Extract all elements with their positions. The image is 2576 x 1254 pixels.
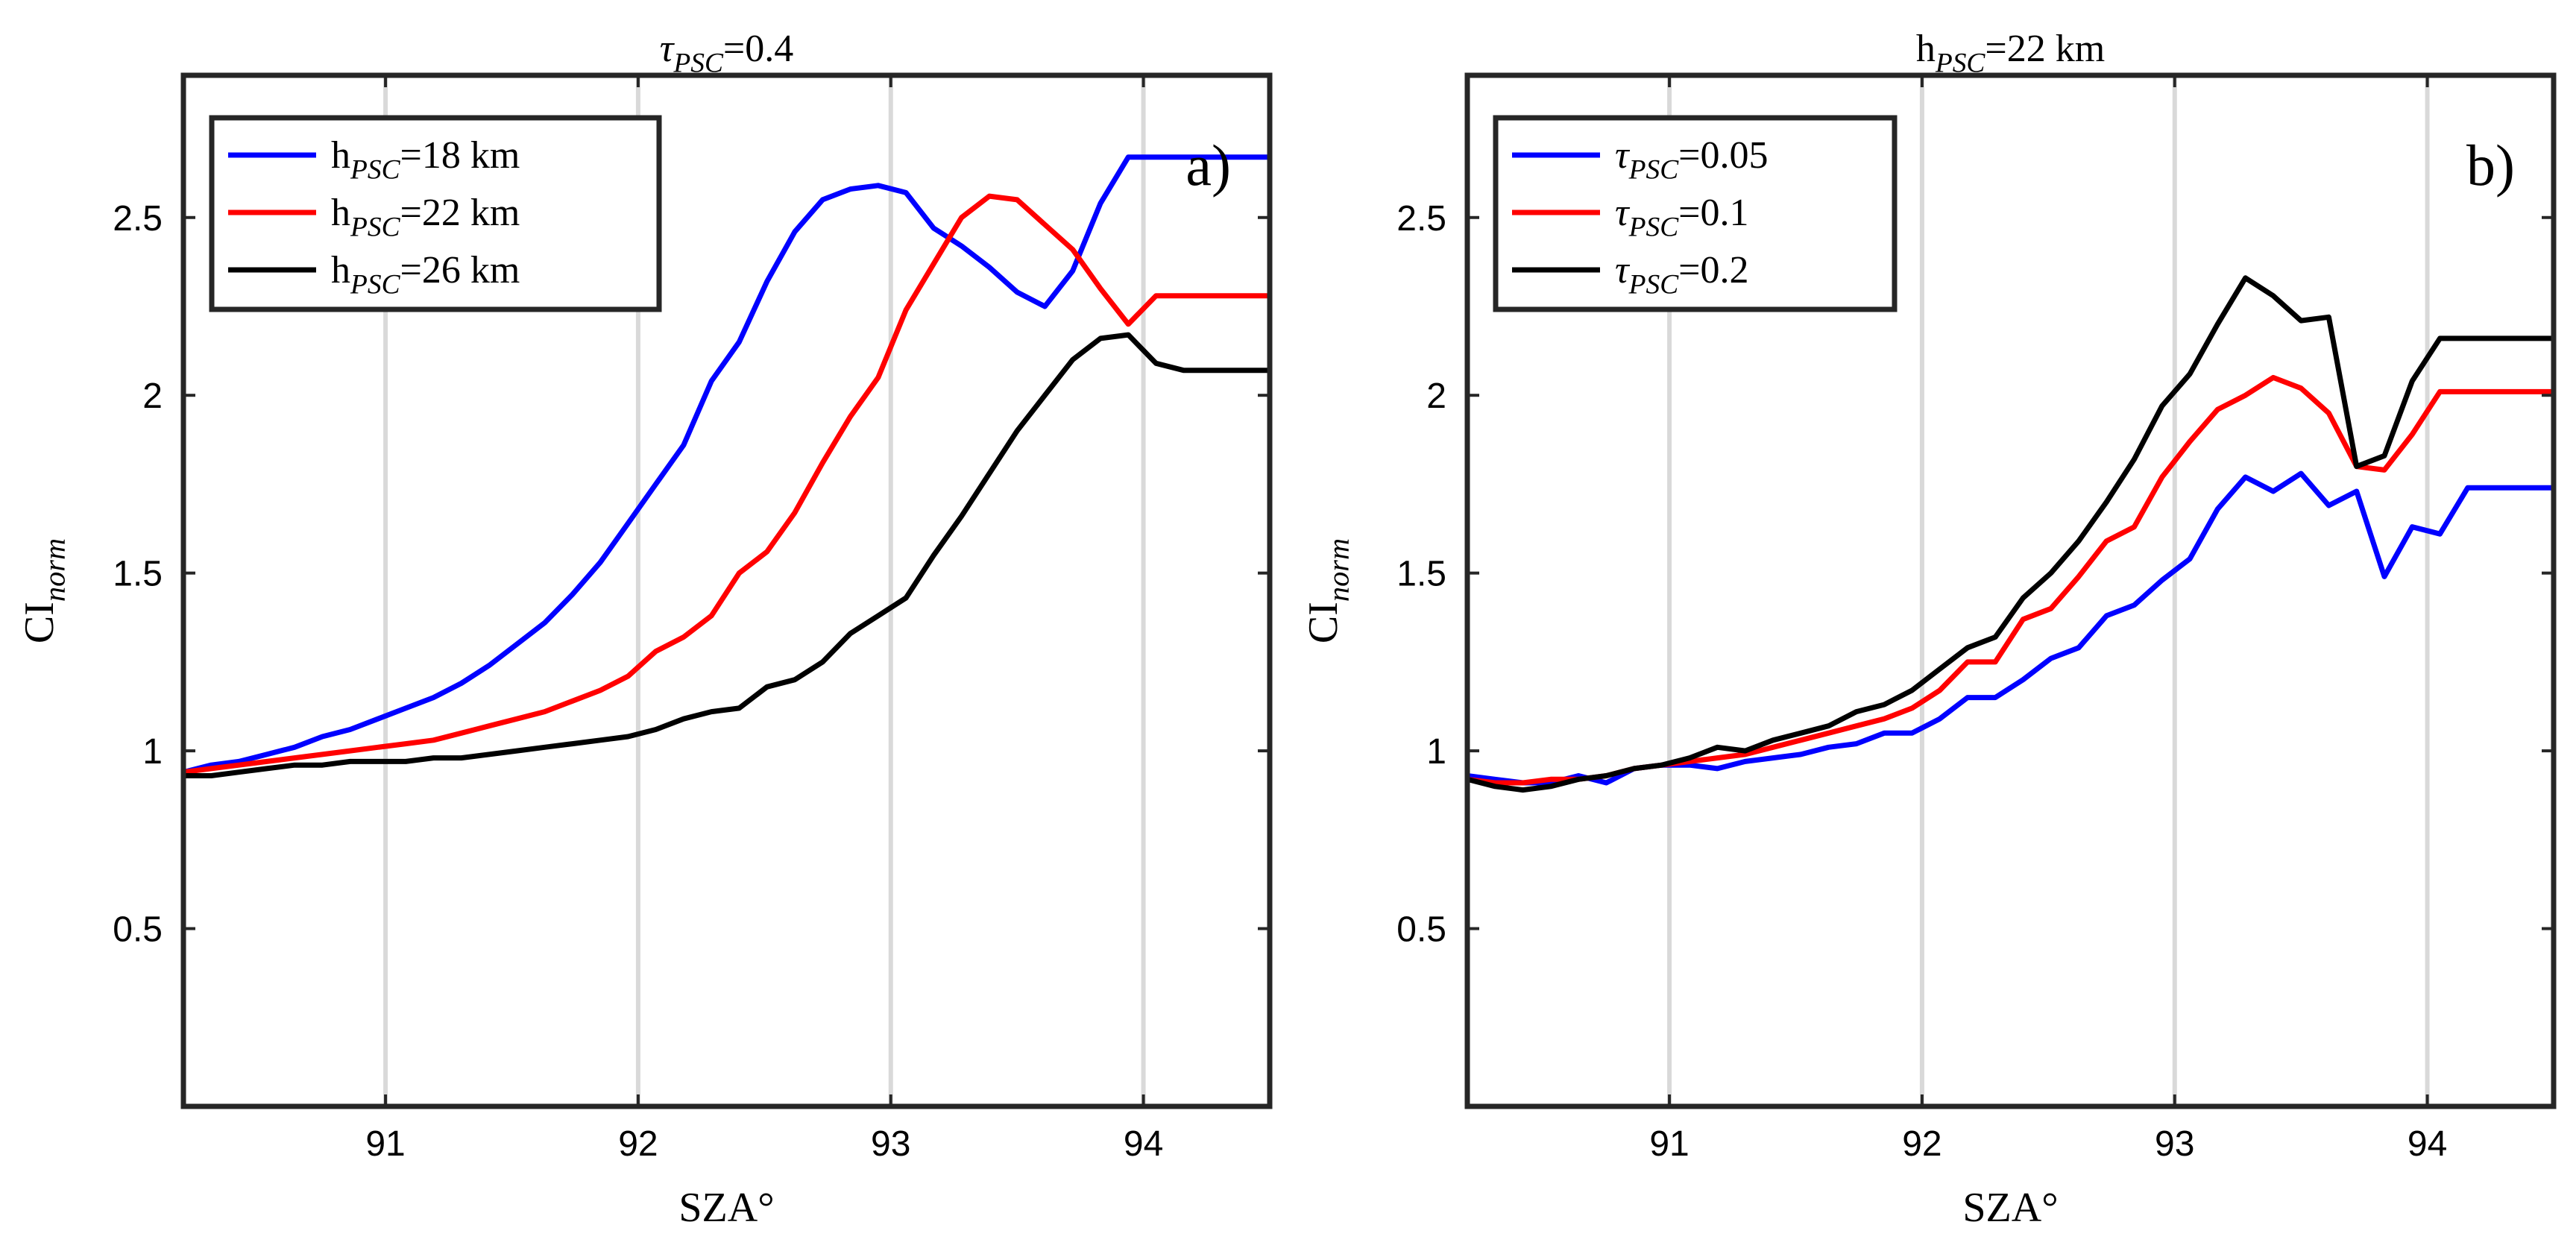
x-tick-label-94: 94 bbox=[2407, 1124, 2447, 1164]
chart-title-base: h bbox=[1916, 28, 1936, 70]
y-axis-label-sub: norm bbox=[38, 538, 72, 602]
x-axis-label: SZA° bbox=[678, 1185, 774, 1231]
x-tick-label-91: 91 bbox=[1649, 1124, 1689, 1164]
legend-entry-1-base: h bbox=[331, 134, 350, 177]
x-tick-label-92: 92 bbox=[1902, 1124, 1942, 1164]
legend-entry-3-tail: =0.2 bbox=[1678, 249, 1748, 292]
legend-entry-2: τPSC=0.1 bbox=[1615, 192, 1748, 243]
legend-entry-1-base: τ bbox=[1615, 134, 1631, 177]
legend-entry-2-tail: =22 km bbox=[400, 192, 520, 234]
legend-entry-1-sub: PSC bbox=[1628, 155, 1680, 186]
chart-title-base: τ bbox=[660, 28, 676, 70]
legend-entry-3: τPSC=0.2 bbox=[1615, 249, 1748, 300]
chart-title-tail: =0.4 bbox=[723, 28, 793, 70]
y-tick-label-2: 2 bbox=[1426, 376, 1446, 416]
axes-box bbox=[1464, 72, 2557, 1109]
chart-title-tail: =22 km bbox=[1985, 28, 2105, 70]
legend-entry-1: hPSC=18 km bbox=[331, 134, 520, 186]
panel-label: a) bbox=[1185, 133, 1231, 198]
y-tick-label-0.5: 0.5 bbox=[113, 910, 163, 950]
x-tick-label-91: 91 bbox=[365, 1124, 405, 1164]
legend-entry-3-base: τ bbox=[1615, 249, 1631, 292]
legend-entry-1: τPSC=0.05 bbox=[1615, 134, 1768, 186]
legend-entry-3-sub: PSC bbox=[1628, 270, 1680, 300]
legend-entry-1-tail: =18 km bbox=[400, 134, 520, 177]
x-tick-label-92: 92 bbox=[618, 1124, 658, 1164]
legend-entry-2-base: h bbox=[331, 192, 350, 234]
chart-title: hPSC=22 km bbox=[1916, 28, 2105, 79]
y-tick-label-2.5: 2.5 bbox=[113, 199, 163, 239]
legend-entry-2-tail: =0.1 bbox=[1678, 192, 1748, 234]
legend-entry-1-sub: PSC bbox=[350, 155, 401, 186]
y-axis-label-base: CI bbox=[16, 602, 63, 643]
y-tick-label-1: 1 bbox=[142, 732, 163, 772]
y-tick-label-2.5: 2.5 bbox=[1396, 199, 1446, 239]
axes-box bbox=[180, 72, 1273, 1109]
series-line-1 bbox=[183, 154, 1270, 775]
legend-entry-3-tail: =26 km bbox=[400, 249, 520, 292]
legend-entry-3: hPSC=26 km bbox=[331, 249, 520, 300]
legend-entry-3-base: h bbox=[331, 249, 350, 292]
y-tick-label-0.5: 0.5 bbox=[1396, 910, 1446, 950]
y-tick-label-1.5: 1.5 bbox=[113, 555, 163, 594]
y-tick-label-2: 2 bbox=[142, 376, 163, 416]
y-tick-label-1: 1 bbox=[1426, 732, 1446, 772]
series-line-3 bbox=[183, 332, 1270, 778]
series-line-2 bbox=[183, 193, 1270, 775]
legend-entry-3-sub: PSC bbox=[350, 270, 401, 300]
y-axis-label: CInorm bbox=[16, 538, 72, 643]
x-tick-label-94: 94 bbox=[1124, 1124, 1163, 1164]
y-tick-label-1.5: 1.5 bbox=[1396, 555, 1446, 594]
y-axis-label-base: CI bbox=[1300, 602, 1347, 643]
legend-entry-2-sub: PSC bbox=[350, 212, 401, 243]
y-axis-label: CInorm bbox=[1300, 538, 1355, 643]
x-tick-label-93: 93 bbox=[2155, 1124, 2194, 1164]
series-line-3 bbox=[1467, 275, 2554, 793]
legend-entry-2: hPSC=22 km bbox=[331, 192, 520, 243]
legend-entry-2-sub: PSC bbox=[1628, 212, 1680, 243]
y-axis-label-sub: norm bbox=[1322, 538, 1355, 602]
chart-panel-a: 91 92 93 940.511.522.5τPSC=0.4SZA°CInorma)h… bbox=[16, 28, 1273, 1231]
x-axis-label: SZA° bbox=[1962, 1185, 2058, 1231]
chart-title: τPSC=0.4 bbox=[660, 28, 793, 79]
x-tick-label-93: 93 bbox=[871, 1124, 910, 1164]
chart-title-sub: PSC bbox=[1935, 48, 1986, 79]
panel-label: b) bbox=[2466, 133, 2515, 198]
legend-entry-1-tail: =0.05 bbox=[1678, 134, 1768, 177]
chart-title-sub: PSC bbox=[673, 48, 724, 79]
legend-entry-2-base: τ bbox=[1615, 192, 1631, 234]
